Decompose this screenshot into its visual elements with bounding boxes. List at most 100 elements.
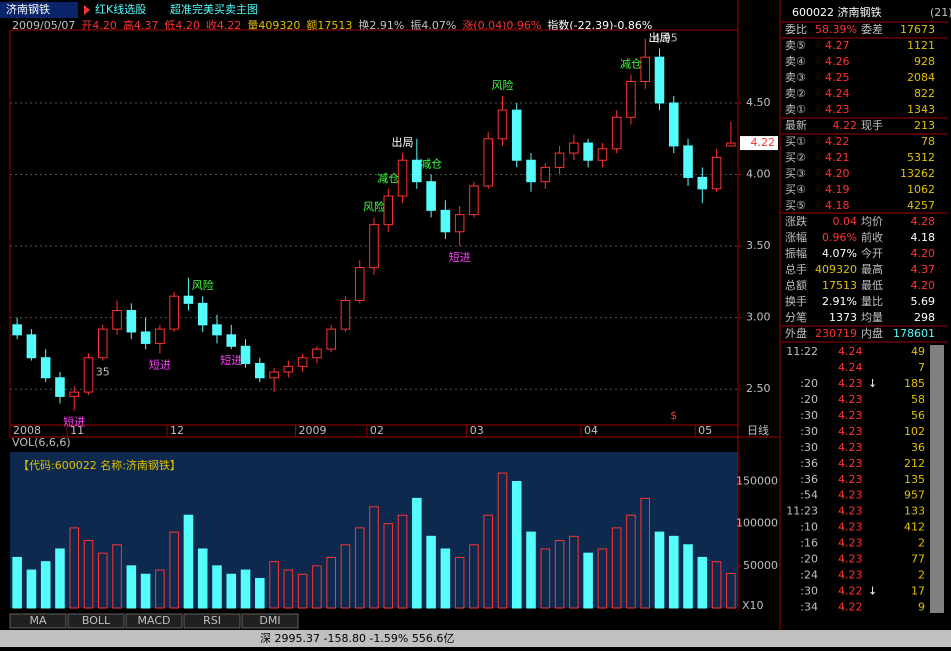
volume-bar xyxy=(283,569,294,609)
quote-price: 4.21 xyxy=(825,151,850,164)
signal-label: 出局 xyxy=(648,31,670,45)
quote-label: 买① xyxy=(785,135,806,148)
menu-item[interactable]: 红K线选股 xyxy=(95,2,146,16)
quote-value: 4.07% xyxy=(822,247,857,260)
tick-price: 4.23 xyxy=(838,521,863,534)
quote-price: 4.19 xyxy=(825,183,850,196)
tab[interactable] xyxy=(241,613,299,629)
tick-volume: 49 xyxy=(911,345,925,358)
volume-bar xyxy=(426,535,436,609)
quote-label: 换手 xyxy=(785,294,807,308)
tick-price: 4.23 xyxy=(838,537,863,550)
scrollbar[interactable] xyxy=(930,345,944,613)
candle-body xyxy=(255,362,265,379)
tick-volume: 957 xyxy=(904,489,925,502)
tick-time: 11:23 xyxy=(786,505,818,518)
max-label: 4.95 xyxy=(653,32,678,45)
info-item: 收4.22 xyxy=(206,18,242,32)
quote-value: 4.18 xyxy=(911,231,936,244)
quote-label: 现手 xyxy=(861,118,883,132)
quote-value: 2.91% xyxy=(822,295,857,308)
candle-body xyxy=(454,214,465,233)
tick-arrow: ↓ xyxy=(868,585,877,598)
volume-bar xyxy=(312,565,322,609)
volume-bar xyxy=(497,472,508,609)
tick-time: :36 xyxy=(800,457,818,470)
info-item: 振4.07% xyxy=(410,18,456,32)
volume-bar xyxy=(297,573,308,609)
tick-price: 4.23 xyxy=(838,393,863,406)
status-bar xyxy=(0,630,951,647)
signal-label: 减仓 xyxy=(377,171,399,185)
menu-item[interactable]: 超准完美买卖主图 xyxy=(170,2,258,16)
quote-label: 内盘 xyxy=(861,326,883,340)
candle-body xyxy=(597,148,608,161)
signal-label: 减仓 xyxy=(420,157,442,171)
candle-body xyxy=(540,166,551,183)
volume-bar xyxy=(640,497,650,609)
volume-bar xyxy=(183,514,194,609)
candle-body xyxy=(98,328,108,359)
quote-value: 0.04 xyxy=(833,215,858,228)
candle-body xyxy=(611,116,622,150)
y-tick-label: 3.00 xyxy=(746,311,771,324)
quote-price: 4.26 xyxy=(825,55,850,68)
tab[interactable] xyxy=(9,613,67,629)
tick-time: 11:22 xyxy=(786,345,818,358)
candle-body xyxy=(469,185,479,216)
quote-label: 分笔 xyxy=(785,310,807,324)
volume-bar xyxy=(412,497,422,609)
info-item: 额17513 xyxy=(306,19,352,32)
tick-volume: 212 xyxy=(904,457,925,470)
tab[interactable] xyxy=(183,613,241,629)
volume-bar xyxy=(683,544,693,609)
volume-bar xyxy=(540,548,551,609)
tab-label[interactable]: MACD xyxy=(138,614,171,627)
y-tick-label: 100000 xyxy=(736,517,778,530)
tab-label[interactable]: BOLL xyxy=(82,614,111,627)
volume-bar xyxy=(440,548,451,609)
volume-bar xyxy=(726,572,736,609)
volume-bar xyxy=(369,506,379,609)
volume-bar xyxy=(511,481,522,609)
candle-body xyxy=(69,391,80,397)
tab-label[interactable]: RSI xyxy=(203,614,221,627)
tick-volume: 185 xyxy=(904,377,925,390)
quote-label: 总手 xyxy=(785,262,807,276)
tab-label[interactable]: MA xyxy=(29,614,46,627)
candle-body xyxy=(569,142,579,154)
candle-body xyxy=(155,328,165,344)
tab[interactable] xyxy=(125,613,183,629)
quote-label: 今开 xyxy=(861,246,883,260)
quote-price: 4.18 xyxy=(825,199,850,212)
tab-label[interactable]: DMI xyxy=(259,614,280,627)
candle-body xyxy=(55,377,65,397)
quote-label: 均价 xyxy=(861,215,883,228)
quote-count: (21) xyxy=(930,6,951,19)
volume-bar xyxy=(340,544,351,609)
volume-bar xyxy=(112,544,122,609)
volume-bar xyxy=(597,548,608,609)
candle-body xyxy=(583,142,593,161)
candle-body xyxy=(354,267,365,301)
volume-bar xyxy=(611,527,622,609)
volume-bar xyxy=(697,556,708,609)
x-tick-label: 04 xyxy=(584,424,598,437)
tick-time: :20 xyxy=(800,393,818,406)
tick-time: :34 xyxy=(800,601,818,614)
tick-price: 4.23 xyxy=(838,409,863,422)
volume-bar xyxy=(240,569,251,609)
tab[interactable] xyxy=(67,613,125,629)
volume-bar xyxy=(383,523,394,609)
volume-bar xyxy=(454,556,465,609)
tick-volume: 77 xyxy=(911,553,925,566)
candle-body xyxy=(340,299,351,330)
volume-bar xyxy=(483,514,493,609)
candle-body xyxy=(369,224,379,269)
x-tick-label: 11 xyxy=(70,424,84,437)
quote-volume: 13262 xyxy=(900,167,935,180)
candle-body xyxy=(697,176,708,190)
signal-label: 短进 xyxy=(149,357,171,371)
candle-body xyxy=(711,156,722,190)
